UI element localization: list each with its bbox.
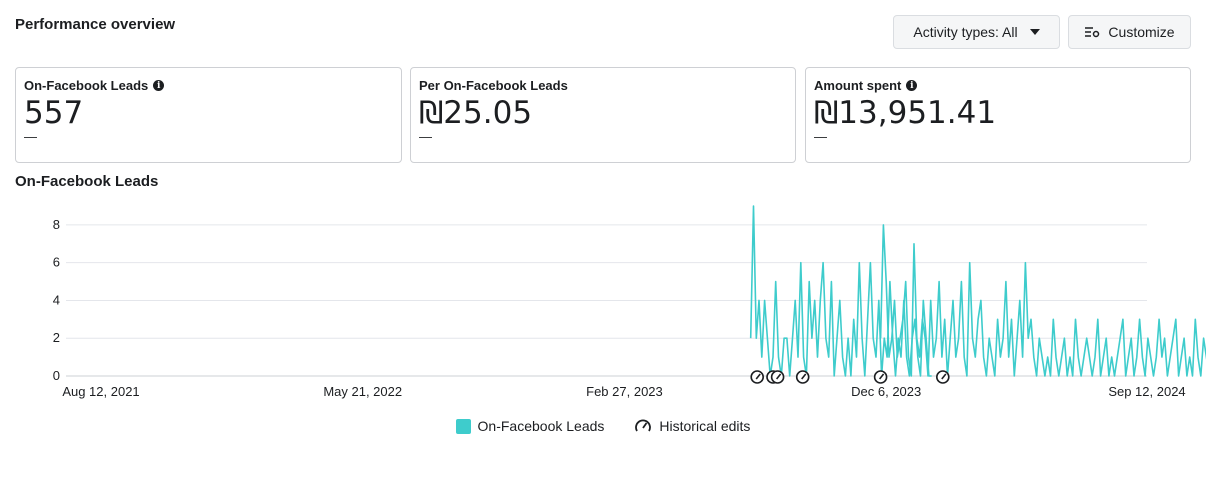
metric-value: ₪25.05 xyxy=(419,95,533,131)
x-tick-label: May 21, 2022 xyxy=(323,384,402,399)
chart-legend: On-Facebook Leads Historical edits xyxy=(0,418,1206,434)
leads-line-chart[interactable]: 0 2 4 6 8 Aug 12, 2021 May 21, 2022 Feb 27, 202… xyxy=(0,200,1206,405)
metric-card-cost-per-lead[interactable]: Per On-Facebook Leads ₪25.05 — xyxy=(410,67,796,163)
metric-label-row: On-Facebook Leads i xyxy=(24,78,393,93)
metric-value: ₪13,951.41 xyxy=(814,95,997,131)
historical-edit-marker[interactable] xyxy=(795,370,810,384)
historical-edit-marker[interactable] xyxy=(770,370,785,384)
metric-comparison: — xyxy=(24,129,37,144)
y-tick-label: 4 xyxy=(53,292,60,307)
y-tick-label: 8 xyxy=(53,217,60,232)
legend-swatch xyxy=(455,418,471,434)
legend-item-leads[interactable]: On-Facebook Leads xyxy=(455,418,605,434)
legend-item-historical-edits[interactable]: Historical edits xyxy=(634,418,750,434)
customize-label: Customize xyxy=(1108,24,1175,40)
customize-button[interactable]: Customize xyxy=(1068,15,1191,49)
metric-label: On-Facebook Leads xyxy=(24,78,149,93)
historical-edit-marker[interactable] xyxy=(935,370,950,384)
legend-label-leads: On-Facebook Leads xyxy=(477,418,605,434)
series-line-leads[interactable] xyxy=(879,224,1206,377)
historical-edit-marker[interactable] xyxy=(873,370,888,384)
page-title: Performance overview xyxy=(15,16,176,33)
x-tick-label: Dec 6, 2023 xyxy=(851,384,921,399)
metric-label: Amount spent xyxy=(814,78,902,93)
metric-value: 557 xyxy=(24,95,84,131)
y-tick-label: 2 xyxy=(53,330,60,345)
metric-card-leads[interactable]: On-Facebook Leads i 557 — xyxy=(15,67,402,163)
historical-edit-icon xyxy=(635,419,652,432)
metric-card-amount-spent[interactable]: Amount spent i ₪13,951.41 — xyxy=(805,67,1191,163)
info-icon[interactable]: i xyxy=(906,80,918,91)
info-icon[interactable]: i xyxy=(153,80,165,91)
metric-label-row: Amount spent i xyxy=(814,78,1182,93)
customize-icon xyxy=(1085,27,1100,38)
x-tick-label: Sep 12, 2024 xyxy=(1108,384,1185,399)
y-tick-label: 6 xyxy=(53,255,60,270)
x-tick-label: Feb 27, 2023 xyxy=(586,384,663,399)
historical-edit-marker[interactable] xyxy=(750,370,765,384)
activity-types-dropdown[interactable]: Activity types: All xyxy=(893,15,1060,49)
x-tick-label: Aug 12, 2021 xyxy=(62,384,139,399)
y-tick-label: 0 xyxy=(53,368,60,383)
activity-types-label: Activity types: All xyxy=(913,24,1018,40)
chart-section-title: On-Facebook Leads xyxy=(15,173,159,190)
metric-label-row: Per On-Facebook Leads xyxy=(419,78,787,93)
metric-comparison: — xyxy=(814,129,827,144)
metric-label: Per On-Facebook Leads xyxy=(419,78,568,93)
caret-down-icon xyxy=(1029,29,1040,35)
metric-comparison: — xyxy=(419,129,432,144)
legend-label-edits: Historical edits xyxy=(659,418,751,434)
